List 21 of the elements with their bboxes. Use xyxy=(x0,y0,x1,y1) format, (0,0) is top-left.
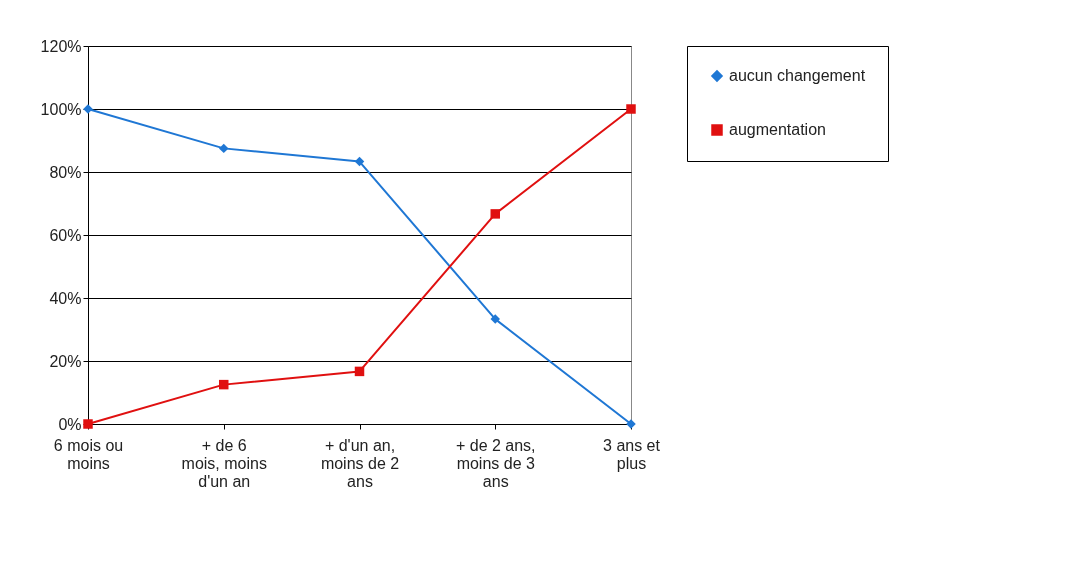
point xyxy=(490,314,500,324)
x-tick-label: + de 2 ans, moins de 3 ans xyxy=(455,436,536,490)
point xyxy=(354,366,365,377)
x-tick-label: 3 ans et plus xyxy=(603,436,661,472)
y-tick-label: 40% xyxy=(49,289,82,307)
y-tick-label: 80% xyxy=(49,163,82,181)
point xyxy=(626,104,636,114)
legend-label: aucun changement xyxy=(729,67,866,84)
y-tick-label: 100% xyxy=(40,100,82,118)
x-tick-label: + de 6 mois, moins d'un an xyxy=(181,436,267,490)
point xyxy=(219,379,229,390)
x-tick-label: + d'un an, moins de 2 ans xyxy=(320,436,400,490)
y-tick-label: 0% xyxy=(58,415,82,433)
legend-label: augmentation xyxy=(729,121,826,138)
point xyxy=(219,143,229,154)
point xyxy=(354,156,365,167)
y-tick-label: 120% xyxy=(40,37,82,55)
y-tick-label: 20% xyxy=(49,352,82,370)
y-tick-label: 60% xyxy=(49,226,82,244)
x-tick-label: 6 mois ou moins xyxy=(53,436,124,472)
point xyxy=(490,209,500,219)
